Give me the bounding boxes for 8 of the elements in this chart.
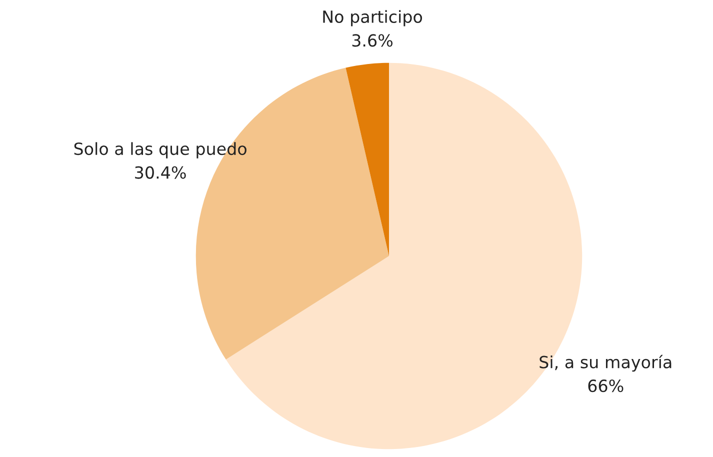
slice-label: No participo xyxy=(323,10,422,26)
data-label: 66% xyxy=(588,380,624,392)
pie-slice xyxy=(196,68,389,360)
data-label: 3.6% xyxy=(352,34,393,47)
data-label: 30.4% xyxy=(135,166,186,179)
slice-label: Si, a su mayoría xyxy=(540,354,672,372)
slice-label: Solo a las que puedo xyxy=(74,142,246,158)
pie-slice xyxy=(346,62,389,256)
